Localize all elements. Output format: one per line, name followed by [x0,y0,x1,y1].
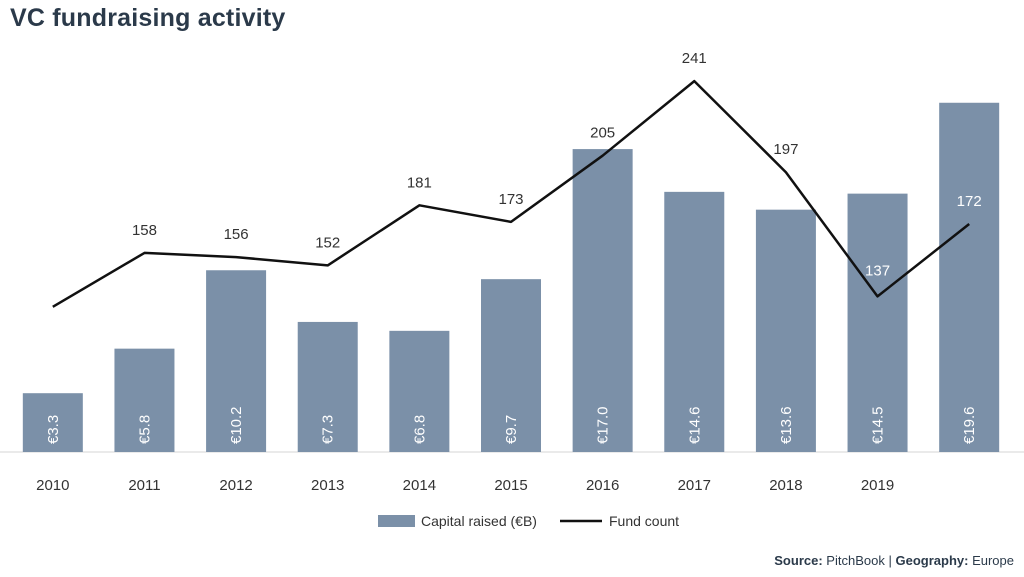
x-tick-label: 2016 [586,477,619,494]
bar-2013 [297,321,358,452]
bar-2011 [114,348,175,452]
bar-last [939,102,1000,452]
geography-value: Europe [972,553,1014,568]
geography-key: Geography: [895,553,969,568]
fund-count-label: 132 [40,273,65,290]
bar-value-label: €9.7 [503,415,520,444]
fund-count-label: 152 [315,234,340,251]
bar-value-label: €10.2 [228,406,245,444]
fund-count-line [52,79,970,308]
chart-title: VC fundraising activity [10,4,286,32]
x-tick-label: 2017 [678,477,711,494]
x-tick-label: 2019 [861,477,894,494]
bar-2012 [206,270,267,452]
fund-count-label: 197 [773,141,798,158]
bar-value-label: €3.3 [45,415,62,444]
line-group [52,79,970,308]
x-tick-label: 2014 [403,477,436,494]
x-tick-label: 2012 [219,477,252,494]
bar-value-label: €14.6 [686,406,703,444]
bar-2010 [22,393,83,452]
source-separator: | [888,553,892,568]
fund-count-label: 181 [407,174,432,191]
bars-group [22,102,1000,453]
bar-2015 [481,279,541,452]
x-tick-label: 2013 [311,477,344,494]
fund-count-label: 241 [682,50,707,67]
fund-count-label: 137 [865,262,890,279]
legend-line-label: Fund count [609,513,679,529]
fund-count-label: 205 [590,125,615,142]
bar-value-label: €14.5 [870,406,887,444]
bar-value-label: €7.3 [320,415,337,444]
bar-2019 [847,193,908,453]
x-tick-label: 2011 [128,477,160,494]
x-tick-label: 2010 [36,477,69,494]
bar-2018 [755,209,816,452]
bar-2016 [572,149,633,452]
bar-value-label: €5.8 [136,415,153,444]
legend: Capital raised (€B) Fund count [378,513,679,529]
bar-value-label: €13.6 [778,406,795,444]
source-key: Source: [774,553,823,568]
x-tick-label: 2015 [494,477,527,494]
bar-2014 [389,330,450,452]
bar-labels-group: €3.3 €5.8 €10.2 €7.3 €6.8 €9.7 €17.0 €14.6 €13.6… [45,406,978,444]
fund-count-label: 156 [224,226,249,243]
bar-2017 [664,191,725,452]
fund-count-label: 172 [957,193,982,210]
bar-value-label: €19.6 [961,406,978,444]
bar-value-label: €17.0 [595,406,612,444]
legend-bar-swatch [378,515,415,527]
source-line: Source: PitchBook | Geography: Europe [774,553,1014,568]
fund-count-label: 158 [132,222,157,239]
bar-value-label: €6.8 [411,415,428,444]
count-labels-group: 132 158 156 152 181 173 205 241 197 137 172 [40,50,981,290]
legend-bar-label: Capital raised (€B) [421,513,537,529]
source-value: PitchBook [826,553,885,568]
fund-count-label: 173 [498,191,523,208]
x-ticks-group: 2010 2011 2012 2013 2014 2015 2016 2017 2018 2019 [36,477,894,494]
x-tick-label: 2018 [769,477,802,494]
